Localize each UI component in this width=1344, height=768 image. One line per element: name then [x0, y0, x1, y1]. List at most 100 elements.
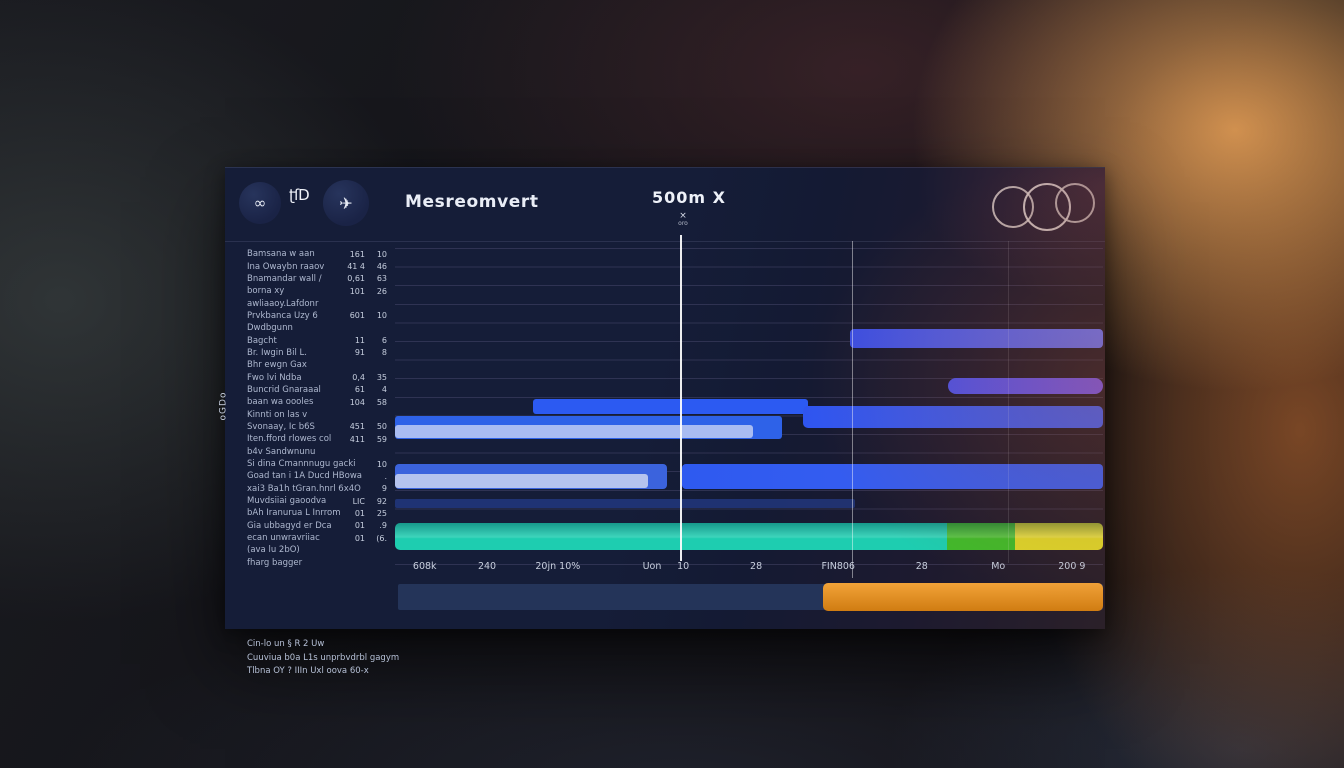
x-axis-tick-label: 200 9	[1058, 561, 1086, 572]
sidebar-row[interactable]: Fwo lvi Ndba 0,4 35	[247, 371, 393, 383]
sidebar-row[interactable]: Dwdbgunn	[247, 322, 393, 334]
row-value-1: 0,4	[352, 373, 365, 383]
figure-icon[interactable]: ʈſD	[289, 186, 310, 204]
sidebar-row[interactable]: Buncrid Gnaraaal 61 4	[247, 384, 393, 396]
row-label: Dwdbgunn	[247, 323, 293, 334]
row-value-1: 601	[349, 311, 365, 321]
sidebar-row[interactable]: Si dina Cmannnugu gacki 10	[247, 458, 393, 470]
vertical-axis-label: oGDo	[218, 391, 229, 421]
now-line[interactable]	[679, 235, 682, 561]
sidebar-row[interactable]: (ava lu 2bO)	[247, 544, 393, 556]
row-value-1: 01	[354, 508, 365, 518]
row-value-2: 8	[381, 348, 387, 358]
task-bar-blue[interactable]	[533, 399, 808, 414]
bird-button[interactable]: ✈	[323, 180, 369, 226]
sidebar-row[interactable]: Goad tan i 1A Ducd HBowa.	[247, 470, 393, 482]
sidebar-row[interactable]: Muvdsiiai gaoodva LIC 92	[247, 495, 393, 507]
sidebar-row[interactable]: baan wa oooles 104 58	[247, 396, 393, 408]
row-label: bAh Iranurua L Inrrom	[247, 508, 341, 519]
row-label: Svonaay, Ic b6S	[247, 421, 315, 432]
footer-line: Cuuviua b0a L1s unprbvdrbl gagym	[247, 653, 400, 663]
row-value-2: (6.	[376, 533, 387, 543]
sidebar-row[interactable]: Iten.fford rlowes col 411 59	[247, 433, 393, 445]
row-label: Bamsana w aan	[247, 249, 315, 260]
row-value-2: 35	[376, 373, 387, 383]
sidebar-row[interactable]: b4v Sandwnunu	[247, 446, 393, 458]
task-bar-violet[interactable]	[947, 378, 1103, 394]
row-value-1: 41 4	[347, 262, 365, 272]
row-value-1: 0,61	[347, 274, 365, 284]
x-axis-tick-label: Uon	[642, 561, 662, 572]
row-value-2: 92	[376, 496, 387, 506]
sidebar-row[interactable]: Bnamandar wall / 0,61 63	[247, 273, 393, 285]
row-value-1: 91	[354, 348, 365, 358]
row-label: awliaaoy.Lafdonr	[247, 298, 319, 309]
sidebar: oGDo Bamsana w aan 161 10 Ina Owaybn raaov 4…	[218, 241, 399, 676]
x-axis-tick-label: 28	[915, 561, 928, 572]
row-value-2: 10	[376, 249, 387, 259]
row-label: (ava lu 2bO)	[247, 545, 300, 556]
sidebar-row[interactable]: Bhr ewgn Gax	[247, 359, 393, 371]
sidebar-row[interactable]: Bamsana w aan 161 10	[247, 248, 393, 260]
marker-x-icon: ×	[679, 211, 687, 221]
sidebar-row[interactable]: Gia ubbagyd er Dca 01 .9	[247, 520, 393, 532]
row-label: Ina Owaybn raaov	[247, 261, 325, 272]
task-bar-blue[interactable]	[802, 406, 1103, 428]
dim-strip[interactable]	[395, 499, 856, 508]
sidebar-row[interactable]: bAh Iranurua L Inrrom 01 25	[247, 507, 393, 519]
sidebar-row[interactable]: Bagcht 11 6	[247, 334, 393, 346]
row-label: fharg bagger	[247, 557, 303, 568]
sidebar-row[interactable]: borna xy 101 26	[247, 285, 393, 297]
sidebar-row[interactable]: fharg bagger	[247, 557, 393, 569]
task-bar-blue[interactable]	[681, 464, 1103, 489]
task-bar-two-tone[interactable]	[395, 416, 783, 439]
sidebar-row[interactable]: Kinnti on las v	[247, 408, 393, 420]
row-value-2: 46	[376, 262, 387, 272]
sidebar-row[interactable]: awliaaoy.Lafdonr	[247, 297, 393, 309]
row-label: Gia ubbagyd er Dca	[247, 520, 332, 531]
page-title: Mesreomvert	[405, 192, 539, 212]
row-label: Iten.fford rlowes col	[247, 434, 332, 445]
row-label: Buncrid Gnaraaal	[247, 384, 321, 395]
row-value-2: 4	[381, 385, 387, 395]
row-label: xai3 Ba1h tGran.hnrl 6x4O	[247, 483, 361, 494]
x-axis-tick-label: 10	[677, 561, 690, 572]
linked-circles-button[interactable]: ∞	[239, 182, 281, 224]
marker-sub-label: oro	[678, 220, 688, 227]
gantt-chart: 608k 240 20jn 10% Uon 10 28 FIN806 28 Mo 200 9	[395, 235, 1103, 629]
header: ∞ ʈſD ✈ Mesreomvert 500m X × oro	[225, 168, 1105, 242]
row-value-1: 01	[354, 521, 365, 531]
sidebar-row[interactable]: ecan unwravriiac 01 (6.	[247, 532, 393, 544]
row-label: baan wa oooles	[247, 397, 314, 408]
task-bar-two-tone[interactable]	[395, 464, 667, 489]
sidebar-row[interactable]: xai3 Ba1h tGran.hnrl 6x4O 9	[247, 483, 393, 495]
sidebar-row-list: Bamsana w aan 161 10 Ina Owaybn raaov 41 4 46…	[247, 248, 393, 569]
row-value-2: 10	[376, 311, 387, 321]
sidebar-row[interactable]: Svonaay, Ic b6S 451 50	[247, 421, 393, 433]
x-axis-tick-label: 28	[750, 561, 763, 572]
row-value-1: 101	[349, 286, 365, 296]
sidebar-row[interactable]: Ina Owaybn raaov 41 4 46	[247, 260, 393, 272]
orange-task-bar[interactable]	[823, 583, 1103, 611]
task-bar-blue[interactable]	[850, 329, 1103, 348]
bar-pale-segment	[395, 474, 648, 488]
row-label: Goad tan i 1A Ducd HBowa	[247, 471, 362, 482]
progress-bar-teal-green-yellow[interactable]	[395, 523, 1103, 550]
sidebar-row[interactable]: Br. Iwgin Bil L. 91 8	[247, 347, 393, 359]
row-label: Muvdsiiai gaoodva	[247, 496, 327, 507]
row-label: Br. Iwgin Bil L.	[247, 347, 307, 358]
row-label: Fwo lvi Ndba	[247, 372, 302, 383]
vertical-gridline	[852, 241, 853, 578]
row-value-1: 411	[349, 434, 365, 444]
sidebar-row[interactable]: Prvkbanca Uzy 6 601 10	[247, 310, 393, 322]
row-value-2: 63	[376, 274, 387, 284]
row-label: b4v Sandwnunu	[247, 446, 316, 457]
row-value-2: 9	[381, 484, 387, 494]
row-value-2: .9	[379, 521, 387, 531]
row-label: ecan unwravriiac	[247, 533, 320, 544]
row-value-2: 6	[381, 336, 387, 346]
row-label: borna xy	[247, 286, 285, 297]
now-marker[interactable]: × oro	[669, 212, 697, 227]
row-value-2: 59	[376, 434, 387, 444]
row-value-2: .	[384, 471, 387, 481]
